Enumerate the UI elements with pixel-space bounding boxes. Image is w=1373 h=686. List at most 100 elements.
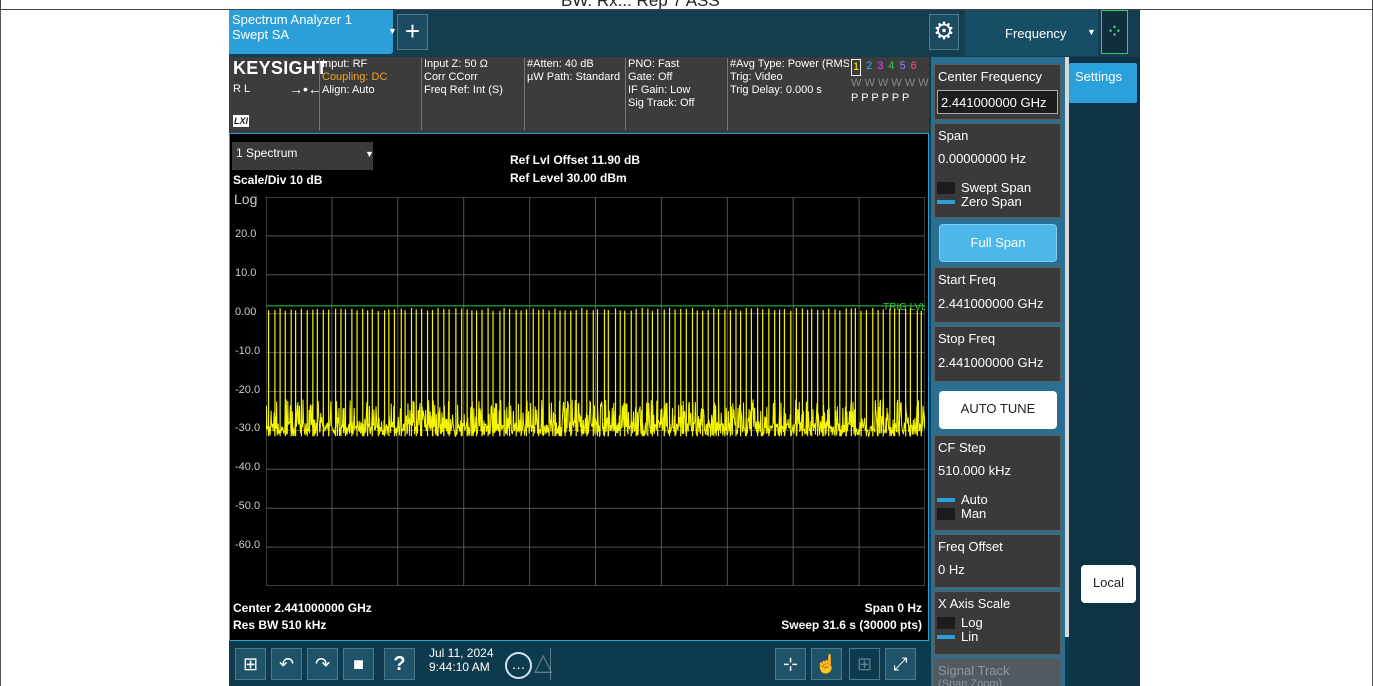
settings-summary[interactable]: KEYSIGHT RL →•← LXI Input: RF Coupling: …: [229, 57, 929, 133]
cf-man-option[interactable]: Man: [937, 507, 988, 521]
chevron-down-icon: ▼: [365, 149, 374, 159]
trace-6: 6: [910, 60, 917, 72]
y-tick-label: 0.00: [235, 305, 257, 318]
span-mode-radio[interactable]: Swept Span Zero Span: [937, 181, 1031, 209]
input-z: Input Z: 50 Ω: [424, 58, 488, 70]
gear-icon[interactable]: ⚙: [929, 14, 959, 50]
scale-per-div: Scale/Div 10 dB: [233, 173, 323, 187]
time: 9:44:10 AM: [429, 660, 490, 674]
side-menu: Settings Local: [1069, 57, 1140, 686]
trig: Trig: Video: [730, 71, 783, 83]
signal-track-sub: (Span Zoom): [938, 678, 1003, 686]
caption-text: BW. Rx... Rep 7 ASS: [561, 0, 720, 10]
multi-window-icon[interactable]: ⊞: [849, 648, 880, 680]
start-freq-control[interactable]: Start Freq 2.441000000 GHz: [934, 267, 1061, 323]
file-icon[interactable]: ■: [343, 648, 374, 680]
swept-span-option[interactable]: Swept Span: [937, 181, 1031, 195]
full-span-button[interactable]: Full Span: [939, 224, 1057, 262]
redo-icon[interactable]: ↷: [307, 648, 338, 680]
busy-spinner-icon[interactable]: ⁘: [1101, 10, 1128, 54]
window-select-label: 1 Spectrum: [236, 146, 298, 160]
pno-settings: PNO: Fast Gate: Off IF Gain: Low Sig Tra…: [625, 58, 725, 130]
auto-tune-button[interactable]: AUTO TUNE: [939, 391, 1057, 429]
freq-offset-control[interactable]: Freq Offset 0 Hz: [934, 534, 1061, 588]
cf-step-field[interactable]: 510.000 kHz: [938, 463, 1011, 478]
taskbar-divider: [550, 648, 551, 680]
input-coupling-icon: →•←: [289, 81, 322, 97]
radio-on-icon: [937, 498, 955, 502]
impedance-settings: Input Z: 50 Ω Corr CCorr Freq Ref: Int (…: [421, 58, 521, 130]
window-select-dropdown[interactable]: 1 Spectrum ▼: [232, 142, 374, 170]
chat-icon[interactable]: …: [505, 652, 532, 679]
avg-type: #Avg Type: Power (RMS): [730, 58, 849, 70]
swept-span-label: Swept Span: [961, 180, 1032, 195]
add-screen-button[interactable]: +: [397, 14, 428, 50]
warning-triangle-icon[interactable]: △: [534, 649, 553, 676]
center-frequency-annotation: Center 2.441000000 GHz: [233, 601, 372, 615]
ref-level-offset: Ref Lvl Offset 11.90 dB: [510, 153, 641, 167]
start-freq-field[interactable]: 2.441000000 GHz: [938, 296, 1044, 311]
cf-man-label: Man: [961, 506, 987, 521]
stop-freq-control[interactable]: Stop Freq 2.441000000 GHz: [934, 326, 1061, 382]
undo-icon[interactable]: ↶: [271, 648, 302, 680]
trace-bursts: [267, 307, 922, 437]
y-scale-type: Log: [234, 191, 258, 207]
trace-legend[interactable]: 1 2 3 4 5 6 W W W W W W P P P P P P: [851, 59, 929, 127]
x-log-option[interactable]: Log: [937, 616, 983, 630]
y-tick-label: -60.0: [235, 539, 261, 552]
spectrum-graticule[interactable]: TRIG LVL: [266, 197, 925, 586]
tab-spectrum-analyzer[interactable]: Spectrum Analyzer 1 Swept SA ▼: [229, 10, 397, 54]
freq-offset-field[interactable]: 0 Hz: [938, 562, 965, 577]
freq-ref: Freq Ref: Int (S): [424, 84, 503, 96]
y-tick-label: -40.0: [235, 461, 261, 474]
span-control[interactable]: Span 0.00000000 Hz Swept Span Zero Span: [934, 123, 1061, 218]
signal-track-control[interactable]: Signal Track (Span Zoom): [934, 658, 1061, 686]
trace-detectors: P P P P P P: [851, 92, 910, 104]
cf-step-mode-radio[interactable]: Auto Man: [937, 493, 988, 521]
span-field[interactable]: 0.00000000 Hz: [938, 151, 1027, 166]
window-caption: BW. Rx... Rep 7 ASS: [0, 0, 1373, 10]
y-tick-label: -10.0: [235, 344, 261, 357]
frequency-control-panel: Center Frequency 2.441000000 GHz Span 0.…: [931, 57, 1065, 686]
frequency-menu-label: Frequency: [1005, 26, 1067, 41]
y-tick-label: -30.0: [235, 422, 261, 435]
trigger-level-label: TRIG LVL: [883, 302, 925, 313]
input-settings: Input: RF Coupling: DC Align: Auto: [319, 58, 415, 130]
layout-grid-icon[interactable]: ⊹: [775, 648, 806, 680]
trace-numbers: 1 2 3 4 5 6: [851, 59, 925, 76]
tab-mode: Swept SA: [232, 27, 290, 42]
zero-span-option[interactable]: Zero Span: [937, 195, 1031, 209]
cf-step-label: CF Step: [938, 440, 986, 455]
panel-scrollbar[interactable]: [1065, 57, 1069, 637]
tab-bar: Spectrum Analyzer 1 Swept SA ▼ + ⚙ Frequ…: [229, 10, 1140, 56]
coupling-dc: Coupling: DC: [322, 71, 388, 83]
center-frequency-control[interactable]: Center Frequency 2.441000000 GHz: [934, 64, 1061, 120]
settings-tab[interactable]: Settings: [1069, 63, 1137, 103]
x-lin-option[interactable]: Lin: [937, 630, 983, 644]
trace-1: 1: [851, 59, 862, 76]
x-axis-scale-control[interactable]: X Axis Scale Log Lin: [934, 591, 1061, 655]
freq-offset-label: Freq Offset: [938, 539, 1003, 554]
windows-icon[interactable]: ⊞: [235, 648, 266, 680]
frequency-menu-button[interactable]: Frequency ▼: [965, 10, 1098, 56]
cf-auto-option[interactable]: Auto: [937, 493, 988, 507]
touch-icon[interactable]: ☝: [811, 648, 842, 680]
radio-off-icon: [937, 617, 955, 629]
y-tick-label: -20.0: [235, 383, 261, 396]
maximize-icon[interactable]: ⤢: [885, 648, 916, 680]
center-frequency-label: Center Frequency: [938, 69, 1043, 84]
cf-step-control[interactable]: CF Step 510.000 kHz Auto Man: [934, 435, 1061, 531]
x-axis-scale-label: X Axis Scale: [938, 596, 1011, 611]
stop-freq-field[interactable]: 2.441000000 GHz: [938, 355, 1044, 370]
help-icon[interactable]: ?: [384, 648, 415, 680]
local-button[interactable]: Local: [1081, 565, 1136, 603]
x-axis-scale-radio[interactable]: Log Lin: [937, 616, 983, 644]
center-frequency-field[interactable]: 2.441000000 GHz: [937, 90, 1058, 114]
chevron-down-icon: ▼: [388, 26, 397, 36]
trace-2: 2: [866, 60, 873, 72]
start-freq-label: Start Freq: [938, 272, 996, 287]
left-border: [0, 10, 1, 686]
spectrum-window[interactable]: 1 Spectrum ▼ Ref Lvl Offset 11.90 dB Ref…: [229, 133, 929, 641]
input-rf: Input: RF: [322, 58, 368, 70]
trace-types: W W W W W W: [851, 77, 929, 89]
